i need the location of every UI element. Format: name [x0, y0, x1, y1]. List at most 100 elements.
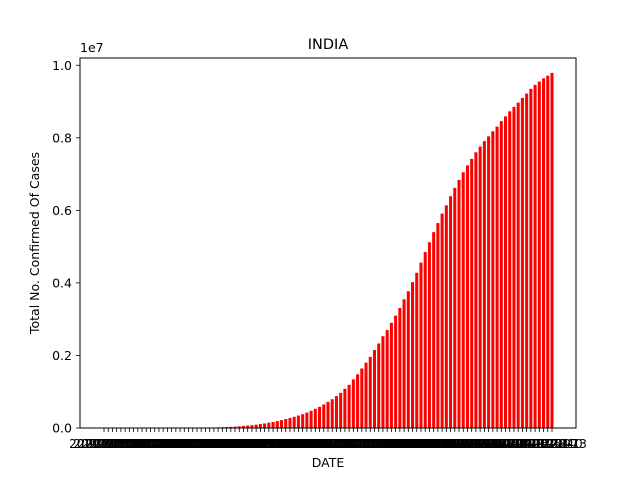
x-tick-label: 2020-08-06	[335, 437, 405, 451]
x-tick-label: 2020-06-01	[242, 437, 312, 451]
bar	[267, 422, 271, 428]
y-tick-label: 0.6	[52, 203, 72, 218]
x-tick-label: 2020-12-13	[517, 437, 587, 451]
x-tick-label: 2020-07-13	[302, 437, 372, 451]
x-tick-label: 2020-10-08	[424, 437, 494, 451]
bar	[292, 416, 296, 428]
x-tick-label: 2020-06-19	[268, 437, 338, 451]
bar	[385, 330, 389, 428]
x-tick-label: 2020-10-11	[428, 437, 498, 451]
x-tick-label: 2020-02-05	[78, 437, 148, 451]
x-tick-label: 2020-11-19	[483, 437, 553, 451]
x-tick-label: 2020-07-22	[314, 437, 384, 451]
x-tick-label: 2020-03-24	[145, 437, 215, 451]
bar	[360, 368, 364, 428]
bar	[406, 291, 410, 428]
x-tick-label: 2020-11-16	[479, 437, 549, 451]
x-tick-label: 2020-07-16	[306, 437, 376, 451]
bar	[423, 252, 427, 428]
x-tick-label: 2020-11-04	[462, 437, 532, 451]
bar	[305, 412, 309, 428]
x-tick-label: 2020-12-07	[509, 437, 579, 451]
bar	[474, 152, 478, 428]
y-axis-ticks: 0.0 0.2 0.4 0.6 0.8 1.0	[52, 58, 80, 436]
y-tick-label: 0.2	[52, 348, 72, 363]
bar	[250, 425, 254, 428]
bar	[440, 213, 444, 428]
x-tick-label: 2020-05-20	[226, 437, 296, 451]
bar	[279, 420, 284, 428]
x-tick-label: 2020-05-05	[204, 437, 274, 451]
bar	[237, 426, 241, 428]
bar	[542, 78, 546, 428]
bar	[478, 146, 482, 428]
x-tick-label: 2020-06-16	[264, 437, 334, 451]
bar	[351, 379, 355, 428]
x-tick-label: 2020-03-15	[133, 437, 203, 451]
x-tick-label: 2020-03-30	[154, 437, 224, 451]
x-tick-label: 2020-09-29	[411, 437, 481, 451]
bar	[419, 262, 423, 428]
x-tick-label: 2020-10-17	[437, 437, 507, 451]
x-tick-label: 2020-07-19	[310, 437, 380, 451]
x-tick-label: 2020-11-10	[471, 437, 541, 451]
x-tick-label: 2020-04-20	[183, 437, 253, 451]
x-tick-label: 2020-04-05	[162, 437, 232, 451]
bar	[275, 421, 279, 428]
bar	[229, 426, 233, 428]
x-tick-label: 2020-06-10	[255, 437, 325, 451]
bar	[449, 196, 453, 428]
x-tick-label: 2020-06-13	[259, 437, 329, 451]
x-tick-label: 2020-09-20	[399, 437, 469, 451]
bar	[520, 97, 524, 429]
bar	[487, 136, 491, 428]
bar	[411, 282, 415, 428]
x-tick-label: 2020-04-26	[192, 437, 262, 451]
x-tick-label: 2020-11-07	[466, 437, 536, 451]
bar	[470, 158, 474, 428]
x-tick-label: 2020-07-07	[293, 437, 363, 451]
bar	[533, 84, 537, 428]
bar	[263, 423, 267, 428]
x-tick-label: 2020-07-25	[318, 437, 388, 451]
x-tick-label: 2020-11-22	[488, 437, 558, 451]
x-tick-label: 2020-10-05	[420, 437, 490, 451]
x-tick-label: 2020-08-18	[352, 437, 422, 451]
bar	[339, 392, 343, 428]
y-tick-label: 1.0	[52, 58, 72, 73]
x-tick-label: 2020-03-27	[149, 437, 219, 451]
x-tick-label: 2020-09-05	[378, 437, 448, 451]
bar	[372, 350, 377, 428]
bar	[525, 93, 529, 429]
x-tick-label: 2020-09-14	[390, 437, 460, 451]
x-tick-label: 2020-08-27	[365, 437, 435, 451]
x-tick-label: 2020-03-18	[137, 437, 207, 451]
bar	[503, 116, 508, 429]
bar	[326, 401, 330, 428]
bar	[271, 422, 275, 428]
bar	[457, 179, 461, 428]
bar	[301, 414, 305, 428]
x-tick-label: 2020-06-04	[247, 437, 317, 451]
x-tick-label: 2020-07-10	[297, 437, 367, 451]
x-tick-label: 2020-05-17	[221, 437, 291, 451]
x-tick-label: 2020-02-20	[99, 437, 169, 451]
bar	[432, 232, 436, 428]
x-tick-label: 2020-02-26	[107, 437, 177, 451]
bar	[499, 121, 503, 429]
x-tick-label: 2020-07-04	[289, 437, 359, 451]
chart-title: INDIA	[308, 37, 349, 53]
bar	[322, 404, 326, 428]
bar	[284, 419, 288, 428]
bar	[394, 315, 398, 428]
x-tick-label: 2020-08-24	[361, 437, 431, 451]
x-tick-label: 2020-11-13	[475, 437, 545, 451]
x-tick-label: 2020-04-11	[171, 437, 241, 451]
bar	[318, 406, 322, 428]
x-tick-label: 2020-09-17	[395, 437, 465, 451]
x-tick-label: 2020-09-02	[373, 437, 443, 451]
x-tick-label: 2020-12-04	[504, 437, 574, 451]
bar	[444, 205, 448, 428]
